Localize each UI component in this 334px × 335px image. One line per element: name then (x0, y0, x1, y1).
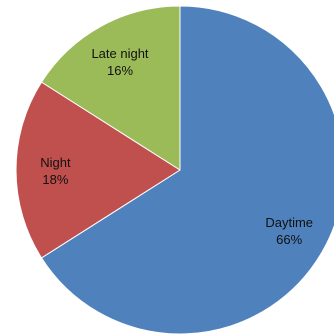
slice-value-late-night: 16% (107, 63, 133, 78)
pie-labels: Daytime 66% Night 18% Late night 16% (40, 46, 313, 247)
pie-slice-night (15, 81, 181, 259)
slice-category-night: Night (40, 155, 71, 170)
pie-slice-daytime (41, 5, 334, 335)
slice-label-daytime: Daytime 66% (265, 215, 313, 247)
slice-value-daytime: 66% (276, 232, 302, 247)
pie-slices (15, 5, 334, 335)
pie-slice-late-night (41, 5, 181, 171)
slice-label-late-night: Late night 16% (91, 46, 148, 78)
slice-category-late-night: Late night (91, 46, 148, 61)
slice-value-night: 18% (42, 172, 68, 187)
slice-label-night: Night 18% (40, 155, 71, 187)
slice-category-daytime: Daytime (265, 215, 313, 230)
